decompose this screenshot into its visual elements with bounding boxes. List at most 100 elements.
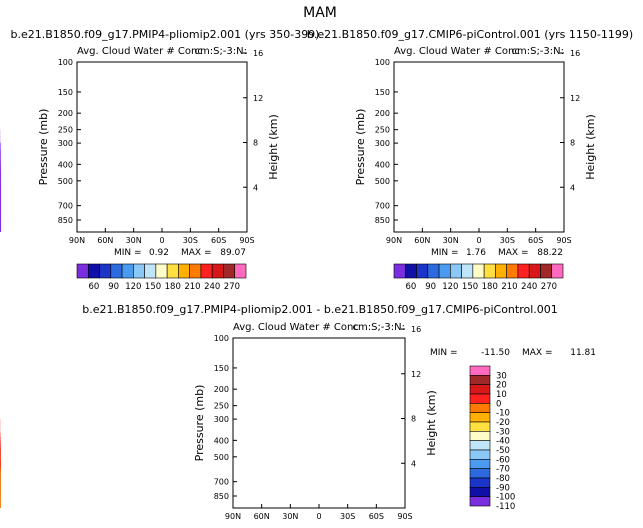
colorbar-box (528, 263, 541, 279)
colorbar-box (469, 477, 491, 488)
x-tick-label: 60S (528, 236, 543, 245)
colorbar-box (469, 487, 491, 497)
colorbar-label: 30 (496, 371, 507, 381)
colorbar-label: 240 (204, 282, 220, 292)
colorbar-label: 20 (496, 381, 507, 391)
x-tick-label: 0 (316, 512, 321, 521)
data-region (0, 140, 1, 232)
y-tick-label: 700 (58, 202, 73, 211)
y-axis-label: Pressure (mb) (37, 109, 50, 186)
colorbar-box (495, 263, 507, 279)
colorbar-box (461, 263, 474, 279)
x-tick-label: 30N (126, 236, 142, 245)
colorbar-box (469, 459, 491, 469)
colorbar-label: 60 (405, 282, 416, 292)
min-value: -11.50 (481, 348, 510, 358)
min-value: 1.76 (466, 248, 486, 258)
colorbar-label: 90 (425, 282, 436, 292)
colorbar-box (110, 263, 123, 279)
panel-title: b.e21.B1850.f09_g17.PMIP4-pliomip2.001 -… (82, 303, 558, 316)
x-tick-label: 60S (211, 236, 226, 245)
colorbar-label: 180 (482, 282, 498, 292)
x-tick-label: 60S (369, 512, 384, 521)
panel-picontrol: b.e21.B1850.f09_g17.CMIP6-piControl.001 … (0, 28, 633, 292)
colorbar-box (438, 263, 451, 279)
colorbar-box (469, 421, 491, 432)
colorbar-box (469, 403, 491, 413)
panel-subtitle: Avg. Cloud Water # Conc (77, 46, 203, 57)
colorbar-label: -110 (496, 502, 515, 512)
y2-tick-label: 16 (411, 325, 421, 334)
colorbar-box (144, 263, 157, 279)
colorbar-box (87, 263, 100, 279)
y2-axis-label: Height (km) (425, 390, 438, 456)
y2-tick-label: 16 (253, 49, 263, 58)
y-tick-label: 250 (214, 402, 229, 411)
colorbar-label: -80 (496, 474, 510, 484)
y-tick-label: 400 (375, 160, 390, 169)
colorbar-label: 180 (165, 282, 181, 292)
colorbar-box (200, 263, 213, 279)
colorbar-label: 120 (442, 282, 458, 292)
colorbar-box (469, 365, 491, 376)
colorbar-label: 150 (462, 282, 478, 292)
colorbar-label: 10 (496, 390, 507, 400)
colorbar-box (469, 440, 491, 451)
colorbar-box (506, 263, 519, 279)
x-tick-label: 90S (239, 236, 254, 245)
plot-frame (232, 337, 406, 509)
y-tick-label: 700 (214, 478, 229, 487)
y2-axis-label: Height (km) (267, 114, 280, 180)
colorbar-box (469, 496, 491, 507)
colorbar-box (427, 263, 440, 279)
y-tick-label: 500 (214, 453, 229, 462)
y2-tick-label: 8 (411, 415, 416, 424)
y-tick-label: 850 (375, 216, 390, 225)
colorbar-box (469, 393, 491, 404)
panel-pliomip: b.e21.B1850.f09_g17.PMIP4-pliomip2.001 (… (0, 28, 319, 292)
y2-tick-label: 4 (570, 183, 575, 192)
colorbar-label: 60 (88, 282, 99, 292)
colorbar-label: -10 (496, 409, 510, 419)
x-tick-label: 60N (414, 236, 430, 245)
colorbar-box (155, 263, 168, 279)
colorbar-label: 0 (496, 399, 501, 409)
x-tick-label: 60N (254, 512, 270, 521)
colorbar-box (211, 263, 224, 279)
x-tick-label: 30N (443, 236, 459, 245)
y2-tick-label: 12 (253, 94, 263, 103)
min-label: MIN = (430, 348, 458, 358)
x-tick-label: 30S (500, 236, 515, 245)
colorbar-label: 270 (224, 282, 240, 292)
colorbar-box (517, 263, 530, 279)
x-tick-label: 90N (225, 512, 241, 521)
y-tick-label: 150 (58, 88, 73, 97)
y-tick-label: 500 (58, 177, 73, 186)
colorbar-box (483, 263, 496, 279)
colorbar-label: 270 (541, 282, 557, 292)
y-tick-label: 200 (214, 385, 229, 394)
colorbar-box (76, 263, 89, 279)
y2-tick-label: 4 (253, 183, 258, 192)
y-axis-label: Pressure (mb) (193, 385, 206, 462)
max-label: MAX = (498, 248, 529, 258)
colorbar-label: -90 (496, 483, 510, 493)
y-tick-label: 300 (375, 139, 390, 148)
colorbar-box (404, 263, 417, 279)
min-label: MIN = (431, 248, 459, 258)
panel-units: cm:S;-3:N: (511, 46, 564, 57)
y2-tick-label: 8 (570, 139, 575, 148)
panel-subtitle: Avg. Cloud Water # Conc (233, 322, 359, 333)
colorbar-box (416, 263, 429, 279)
colorbar-box (540, 263, 553, 279)
colorbar-label: -20 (496, 418, 510, 428)
colorbar-box (234, 263, 247, 279)
x-tick-label: 0 (476, 236, 481, 245)
y-axis-label: Pressure (mb) (354, 109, 367, 186)
colorbar-label: -40 (496, 437, 510, 447)
max-value: 88.22 (537, 248, 563, 258)
y-tick-label: 300 (214, 415, 229, 424)
max-label: MAX = (522, 348, 553, 358)
plot-frame (393, 61, 565, 233)
